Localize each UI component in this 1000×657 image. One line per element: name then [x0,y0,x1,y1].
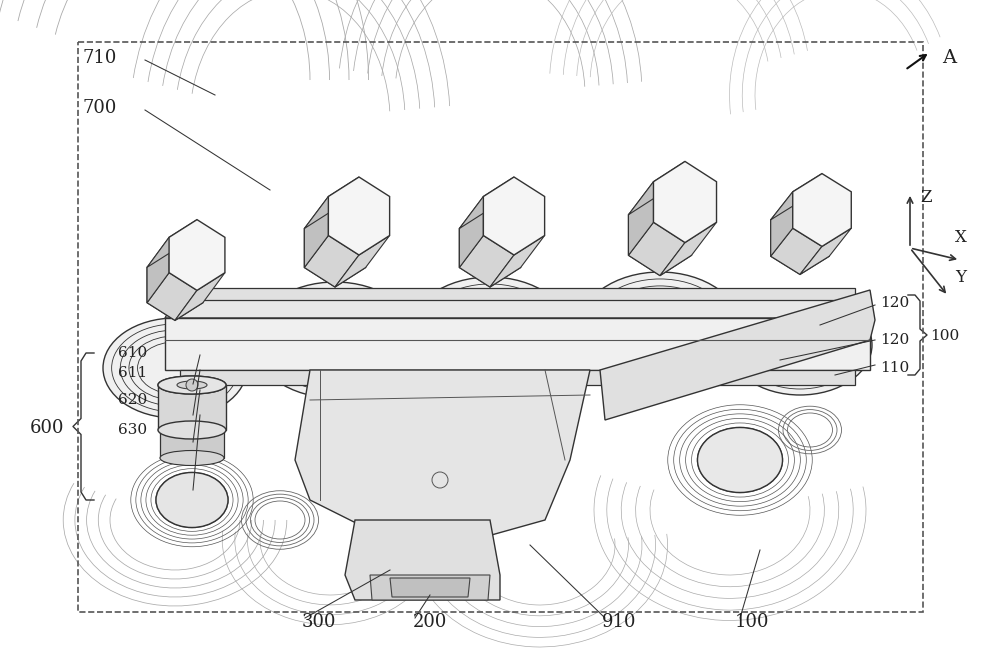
Ellipse shape [158,421,226,439]
Polygon shape [660,222,717,275]
Polygon shape [304,177,359,229]
Polygon shape [180,288,855,300]
Text: Z: Z [920,189,932,206]
Polygon shape [771,228,822,275]
Polygon shape [169,219,225,290]
Polygon shape [459,209,521,287]
Text: Y: Y [955,269,966,286]
Text: 611: 611 [118,366,147,380]
Polygon shape [628,182,653,256]
Text: 300: 300 [302,613,336,631]
Ellipse shape [578,272,742,388]
Polygon shape [147,273,197,321]
Ellipse shape [158,376,226,394]
Ellipse shape [698,428,782,493]
Polygon shape [793,173,851,246]
Polygon shape [165,300,870,318]
Polygon shape [390,578,470,597]
Text: 710: 710 [82,49,116,67]
Ellipse shape [728,295,872,395]
Text: 700: 700 [82,99,116,117]
Polygon shape [147,237,169,303]
Polygon shape [180,370,855,385]
Polygon shape [483,177,545,255]
Polygon shape [800,228,851,275]
Ellipse shape [408,277,572,393]
Text: X: X [955,229,967,246]
Polygon shape [459,177,514,229]
Polygon shape [147,250,203,321]
Ellipse shape [158,376,226,394]
Polygon shape [370,575,490,600]
Polygon shape [165,318,870,370]
Polygon shape [295,370,590,555]
Text: 200: 200 [413,613,447,631]
Text: 610: 610 [118,346,147,360]
Text: 100: 100 [735,613,770,631]
Text: 100: 100 [930,329,959,343]
Polygon shape [600,290,875,420]
Polygon shape [158,385,226,430]
Text: 120: 120 [880,333,909,347]
Polygon shape [771,192,793,256]
Circle shape [186,379,198,391]
Text: 120: 120 [880,296,909,310]
Text: 600: 600 [30,419,64,437]
Polygon shape [160,430,224,458]
Polygon shape [628,162,685,215]
Ellipse shape [253,282,417,398]
Polygon shape [490,235,545,287]
Polygon shape [628,222,685,275]
Polygon shape [771,173,822,220]
Bar [78,42,923,612]
Polygon shape [628,194,692,275]
Polygon shape [304,196,328,267]
Polygon shape [328,177,390,255]
Polygon shape [335,235,390,287]
Polygon shape [304,209,366,287]
Ellipse shape [103,318,247,418]
Polygon shape [459,235,514,287]
Polygon shape [304,235,359,287]
Polygon shape [175,273,225,321]
Polygon shape [345,520,500,600]
Ellipse shape [160,451,224,466]
Polygon shape [771,202,829,275]
Text: 630: 630 [118,423,147,437]
Text: 110: 110 [880,361,909,375]
Text: A: A [942,49,956,67]
Polygon shape [653,162,717,242]
Text: 910: 910 [602,613,637,631]
Polygon shape [147,219,197,267]
Polygon shape [459,196,483,267]
Ellipse shape [156,472,228,528]
Text: 620: 620 [118,393,147,407]
Ellipse shape [177,381,207,389]
